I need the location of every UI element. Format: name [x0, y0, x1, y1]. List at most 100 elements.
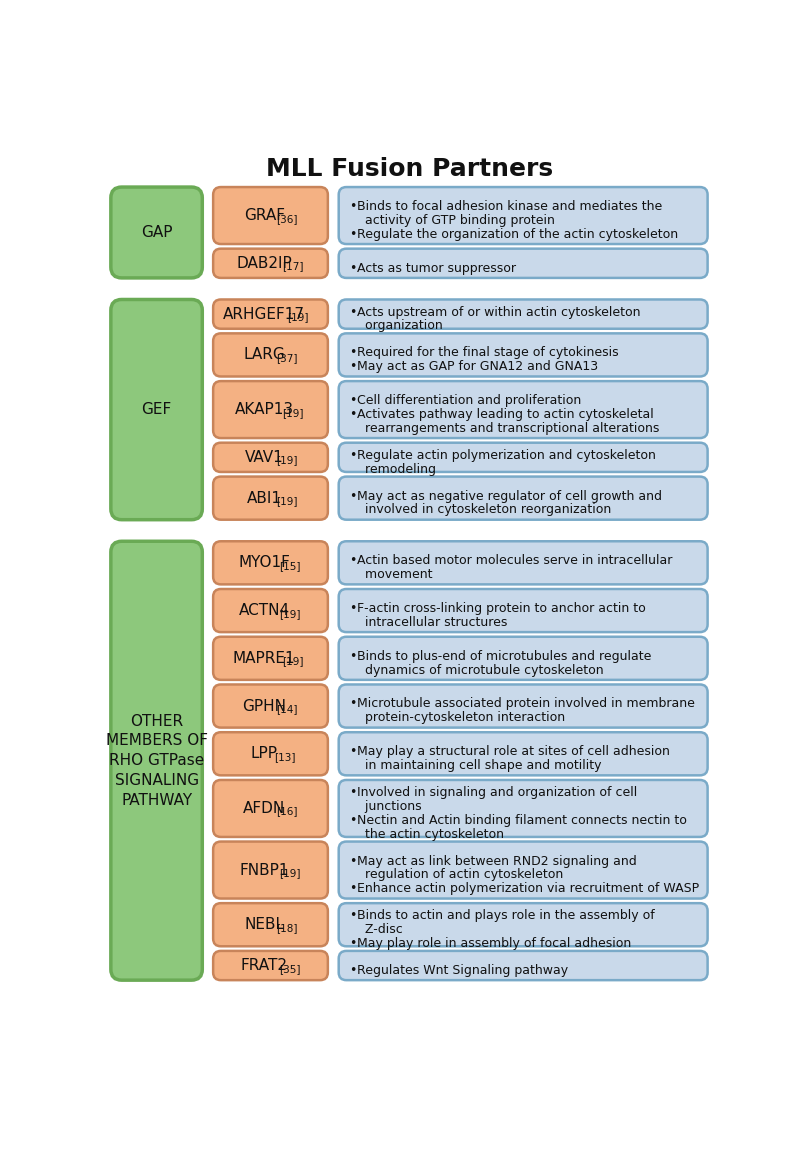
Text: May play role in assembly of focal adhesion: May play role in assembly of focal adhes…: [358, 937, 631, 950]
Text: GAP: GAP: [141, 225, 172, 240]
FancyBboxPatch shape: [213, 780, 328, 837]
Text: •: •: [350, 786, 357, 799]
Text: •: •: [350, 909, 357, 922]
FancyBboxPatch shape: [338, 903, 708, 946]
Text: remodeling: remodeling: [358, 462, 436, 476]
FancyBboxPatch shape: [338, 442, 708, 473]
Text: •: •: [350, 882, 357, 895]
Text: LPP: LPP: [251, 747, 278, 762]
FancyBboxPatch shape: [111, 300, 202, 520]
Text: Microtubule associated protein involved in membrane: Microtubule associated protein involved …: [358, 698, 695, 711]
FancyBboxPatch shape: [338, 951, 708, 980]
Text: GRAF: GRAF: [244, 208, 285, 223]
FancyBboxPatch shape: [213, 733, 328, 776]
Text: Involved in signaling and organization of cell: Involved in signaling and organization o…: [358, 786, 638, 799]
FancyBboxPatch shape: [213, 903, 328, 946]
Text: •: •: [350, 854, 357, 867]
Text: [36]: [36]: [276, 214, 298, 224]
Text: involved in cytoskeleton reorganization: involved in cytoskeleton reorganization: [358, 504, 611, 517]
Text: [19]: [19]: [279, 608, 301, 619]
Text: the actin cytoskeleton: the actin cytoskeleton: [358, 828, 504, 841]
Text: in maintaining cell shape and motility: in maintaining cell shape and motility: [358, 759, 602, 772]
FancyBboxPatch shape: [213, 248, 328, 277]
FancyBboxPatch shape: [338, 541, 708, 584]
Text: [19]: [19]: [287, 312, 309, 323]
Text: regulation of actin cytoskeleton: regulation of actin cytoskeleton: [358, 868, 563, 881]
FancyBboxPatch shape: [213, 541, 328, 584]
Text: [35]: [35]: [279, 964, 301, 974]
FancyBboxPatch shape: [213, 951, 328, 980]
Text: [19]: [19]: [282, 656, 303, 666]
FancyBboxPatch shape: [338, 685, 708, 728]
Text: Nectin and Actin binding filament connects nectin to: Nectin and Actin binding filament connec…: [358, 814, 687, 827]
Text: LARG: LARG: [243, 347, 285, 362]
Text: protein-cytoskeleton interaction: protein-cytoskeleton interaction: [358, 712, 566, 724]
Text: •: •: [350, 964, 357, 976]
Text: Binds to actin and plays role in the assembly of: Binds to actin and plays role in the ass…: [358, 909, 655, 922]
Text: •: •: [350, 937, 357, 950]
Text: •: •: [350, 603, 357, 615]
Text: activity of GTP binding protein: activity of GTP binding protein: [358, 214, 555, 226]
Text: GPHN: GPHN: [242, 699, 286, 714]
Text: dynamics of microtubule cytoskeleton: dynamics of microtubule cytoskeleton: [358, 664, 604, 677]
FancyBboxPatch shape: [338, 248, 708, 277]
Text: FNBP1: FNBP1: [239, 863, 289, 878]
Text: May act as link between RND2 signaling and: May act as link between RND2 signaling a…: [358, 854, 637, 867]
Text: AKAP13: AKAP13: [234, 402, 294, 417]
Text: Actin based motor molecules serve in intracellular: Actin based motor molecules serve in int…: [358, 554, 673, 568]
FancyBboxPatch shape: [338, 333, 708, 376]
Text: [19]: [19]: [276, 455, 298, 466]
Text: movement: movement: [358, 568, 433, 582]
Text: •: •: [350, 650, 357, 663]
FancyBboxPatch shape: [111, 187, 202, 277]
Text: VAV1: VAV1: [245, 449, 284, 464]
Text: F-actin cross-linking protein to anchor actin to: F-actin cross-linking protein to anchor …: [358, 603, 646, 615]
Text: junctions: junctions: [358, 800, 422, 813]
Text: •: •: [350, 745, 357, 758]
Text: [13]: [13]: [274, 752, 295, 762]
Text: [14]: [14]: [276, 704, 298, 714]
Text: ARHGEF17: ARHGEF17: [223, 307, 306, 322]
Text: [19]: [19]: [276, 496, 298, 506]
Text: •: •: [350, 698, 357, 711]
FancyBboxPatch shape: [213, 589, 328, 632]
Text: DAB2IP: DAB2IP: [237, 255, 292, 271]
Text: •: •: [350, 261, 357, 275]
Text: [16]: [16]: [276, 807, 298, 816]
Text: •: •: [350, 394, 357, 408]
Text: •: •: [350, 305, 357, 318]
FancyBboxPatch shape: [338, 780, 708, 837]
Text: [37]: [37]: [276, 353, 298, 363]
FancyBboxPatch shape: [213, 636, 328, 680]
Text: Regulate the organization of the actin cytoskeleton: Regulate the organization of the actin c…: [358, 228, 678, 240]
FancyBboxPatch shape: [338, 733, 708, 776]
Text: May act as negative regulator of cell growth and: May act as negative regulator of cell gr…: [358, 490, 662, 503]
Text: AFDN: AFDN: [243, 801, 286, 816]
Text: •: •: [350, 490, 357, 503]
Text: [18]: [18]: [276, 923, 298, 932]
Text: Acts upstream of or within actin cytoskeleton: Acts upstream of or within actin cytoske…: [358, 305, 641, 318]
Text: Regulates Wnt Signaling pathway: Regulates Wnt Signaling pathway: [358, 964, 569, 976]
Text: rearrangements and transcriptional alterations: rearrangements and transcriptional alter…: [358, 421, 660, 435]
FancyBboxPatch shape: [213, 842, 328, 899]
Text: Z-disc: Z-disc: [358, 923, 403, 936]
Text: ABI1: ABI1: [246, 491, 282, 506]
Text: •: •: [350, 360, 357, 373]
Text: •: •: [350, 554, 357, 568]
FancyBboxPatch shape: [338, 636, 708, 680]
FancyBboxPatch shape: [213, 333, 328, 376]
FancyBboxPatch shape: [338, 476, 708, 520]
FancyBboxPatch shape: [338, 187, 708, 244]
FancyBboxPatch shape: [213, 685, 328, 728]
Text: Cell differentiation and proliferation: Cell differentiation and proliferation: [358, 394, 582, 408]
Text: Binds to plus-end of microtubules and regulate: Binds to plus-end of microtubules and re…: [358, 650, 652, 663]
Text: Regulate actin polymerization and cytoskeleton: Regulate actin polymerization and cytosk…: [358, 449, 656, 462]
Text: OTHER
MEMBERS OF
RHO GTPase
SIGNALING
PATHWAY: OTHER MEMBERS OF RHO GTPase SIGNALING PA…: [106, 714, 207, 808]
FancyBboxPatch shape: [213, 442, 328, 473]
FancyBboxPatch shape: [338, 300, 708, 329]
FancyBboxPatch shape: [213, 381, 328, 438]
Text: May act as GAP for GNA12 and GNA13: May act as GAP for GNA12 and GNA13: [358, 360, 598, 373]
FancyBboxPatch shape: [111, 541, 202, 980]
Text: Acts as tumor suppressor: Acts as tumor suppressor: [358, 261, 516, 275]
Text: organization: organization: [358, 319, 443, 332]
